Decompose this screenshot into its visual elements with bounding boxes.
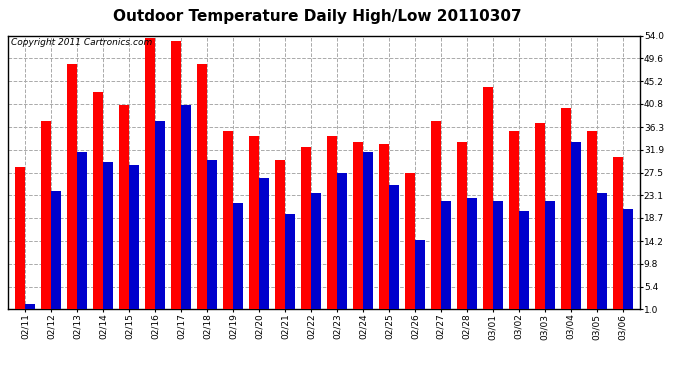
Bar	[597, 193, 607, 315]
Bar	[509, 131, 519, 315]
Bar	[311, 193, 321, 315]
Text: Outdoor Temperature Daily High/Low 20110307: Outdoor Temperature Daily High/Low 20110…	[113, 9, 522, 24]
Bar	[441, 201, 451, 315]
Bar	[51, 190, 61, 315]
Bar	[535, 123, 545, 315]
Bar	[467, 198, 477, 315]
Bar	[103, 162, 113, 315]
Bar	[259, 178, 269, 315]
Bar	[41, 121, 51, 315]
Bar	[249, 136, 259, 315]
Bar	[207, 160, 217, 315]
Bar	[301, 147, 311, 315]
Bar	[197, 64, 207, 315]
Bar	[25, 304, 35, 315]
Bar	[545, 201, 555, 315]
Bar	[327, 136, 337, 315]
Bar	[337, 172, 347, 315]
Bar	[93, 93, 103, 315]
Bar	[431, 121, 441, 315]
Bar	[353, 141, 363, 315]
Bar	[119, 105, 129, 315]
Bar	[405, 172, 415, 315]
Bar	[145, 38, 155, 315]
Bar	[415, 240, 425, 315]
Bar	[233, 204, 243, 315]
Bar	[493, 201, 503, 315]
Bar	[181, 105, 191, 315]
Bar	[587, 131, 597, 315]
Bar	[561, 108, 571, 315]
Bar	[129, 165, 139, 315]
Bar	[67, 64, 77, 315]
Bar	[77, 152, 87, 315]
Bar	[571, 141, 581, 315]
Bar	[155, 121, 165, 315]
Bar	[623, 209, 633, 315]
Bar	[363, 152, 373, 315]
Text: Copyright 2011 Cartronics.com: Copyright 2011 Cartronics.com	[12, 38, 152, 47]
Bar	[275, 160, 285, 315]
Bar	[519, 211, 529, 315]
Bar	[171, 41, 181, 315]
Bar	[285, 214, 295, 315]
Bar	[613, 157, 623, 315]
Bar	[483, 87, 493, 315]
Bar	[15, 167, 25, 315]
Bar	[389, 185, 399, 315]
Bar	[457, 141, 467, 315]
Bar	[379, 144, 389, 315]
Bar	[223, 131, 233, 315]
